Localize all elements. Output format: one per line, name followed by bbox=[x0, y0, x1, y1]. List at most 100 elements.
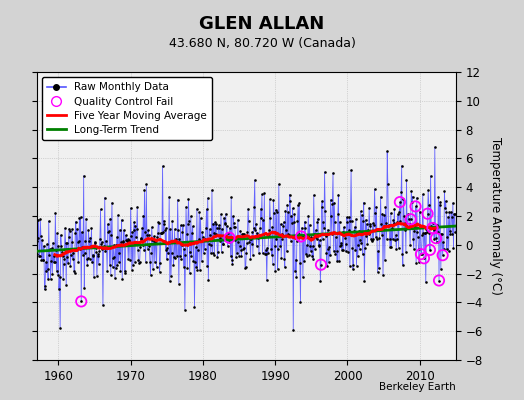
Point bbox=[38, 257, 47, 264]
Point bbox=[316, 278, 324, 284]
Point bbox=[184, 196, 193, 202]
Point bbox=[405, 216, 413, 222]
Point bbox=[173, 253, 181, 259]
Point bbox=[96, 206, 105, 213]
Point bbox=[96, 236, 104, 242]
Point bbox=[383, 235, 391, 242]
Point bbox=[59, 276, 68, 283]
Point bbox=[260, 190, 268, 197]
Point bbox=[239, 245, 248, 252]
Point bbox=[431, 225, 440, 231]
Point bbox=[323, 263, 331, 269]
Point bbox=[127, 233, 135, 239]
Point bbox=[134, 257, 143, 264]
Point bbox=[146, 258, 154, 265]
Point bbox=[41, 282, 49, 289]
Point bbox=[358, 212, 366, 218]
Point bbox=[429, 227, 438, 234]
Point bbox=[38, 237, 46, 243]
Point bbox=[81, 238, 90, 244]
Point bbox=[336, 243, 344, 249]
Point bbox=[272, 236, 280, 242]
Point bbox=[98, 246, 106, 252]
Point bbox=[412, 194, 421, 201]
Point bbox=[236, 228, 245, 234]
Point bbox=[170, 226, 179, 232]
Point bbox=[149, 266, 157, 272]
Point bbox=[340, 224, 348, 230]
Point bbox=[432, 238, 441, 245]
Point bbox=[84, 255, 92, 262]
Point bbox=[179, 222, 187, 228]
Point bbox=[277, 221, 285, 227]
Point bbox=[306, 242, 314, 249]
Point bbox=[193, 267, 202, 274]
Point bbox=[307, 248, 315, 254]
Point bbox=[138, 225, 146, 232]
Point bbox=[191, 244, 200, 250]
Point bbox=[368, 237, 376, 243]
Point bbox=[112, 242, 120, 248]
Point bbox=[451, 229, 460, 236]
Point bbox=[162, 256, 171, 262]
Point bbox=[245, 218, 253, 224]
Point bbox=[320, 169, 329, 175]
Point bbox=[342, 241, 351, 248]
Point bbox=[376, 194, 385, 200]
Point bbox=[431, 144, 439, 150]
Point bbox=[286, 198, 294, 204]
Point bbox=[323, 226, 332, 233]
Point bbox=[359, 199, 368, 206]
Point bbox=[372, 234, 380, 241]
Point bbox=[111, 275, 119, 281]
Point bbox=[46, 246, 54, 252]
Point bbox=[411, 203, 420, 210]
Point bbox=[88, 259, 96, 265]
Point bbox=[103, 267, 111, 274]
Point bbox=[117, 217, 126, 223]
Point bbox=[141, 259, 150, 265]
Point bbox=[289, 326, 298, 333]
Point bbox=[347, 218, 356, 224]
Point bbox=[265, 227, 274, 234]
Point bbox=[70, 270, 79, 276]
Point bbox=[409, 236, 417, 242]
Point bbox=[219, 241, 227, 247]
Point bbox=[403, 224, 412, 230]
Point bbox=[234, 239, 243, 245]
Point bbox=[278, 236, 286, 242]
Point bbox=[338, 247, 346, 254]
Point bbox=[259, 231, 268, 237]
Point bbox=[100, 243, 108, 249]
Point bbox=[152, 240, 160, 246]
Point bbox=[124, 256, 133, 263]
Point bbox=[428, 224, 436, 230]
Point bbox=[45, 252, 53, 258]
Point bbox=[92, 249, 101, 256]
Point bbox=[353, 230, 361, 236]
Point bbox=[116, 268, 125, 274]
Point bbox=[312, 234, 320, 240]
Point bbox=[392, 246, 400, 252]
Point bbox=[433, 222, 441, 228]
Point bbox=[128, 266, 136, 273]
Point bbox=[385, 222, 393, 228]
Point bbox=[344, 249, 352, 256]
Point bbox=[113, 234, 121, 240]
Point bbox=[122, 237, 130, 243]
Point bbox=[308, 252, 316, 259]
Point bbox=[362, 232, 370, 239]
Point bbox=[114, 212, 122, 218]
Point bbox=[420, 255, 428, 262]
Point bbox=[355, 228, 363, 234]
Point bbox=[339, 246, 347, 253]
Point bbox=[173, 196, 182, 203]
Point bbox=[70, 268, 78, 274]
Point bbox=[305, 252, 313, 258]
Point bbox=[355, 246, 364, 252]
Point bbox=[278, 231, 287, 237]
Point bbox=[356, 236, 364, 243]
Point bbox=[254, 233, 263, 239]
Point bbox=[263, 277, 271, 284]
Point bbox=[146, 272, 155, 278]
